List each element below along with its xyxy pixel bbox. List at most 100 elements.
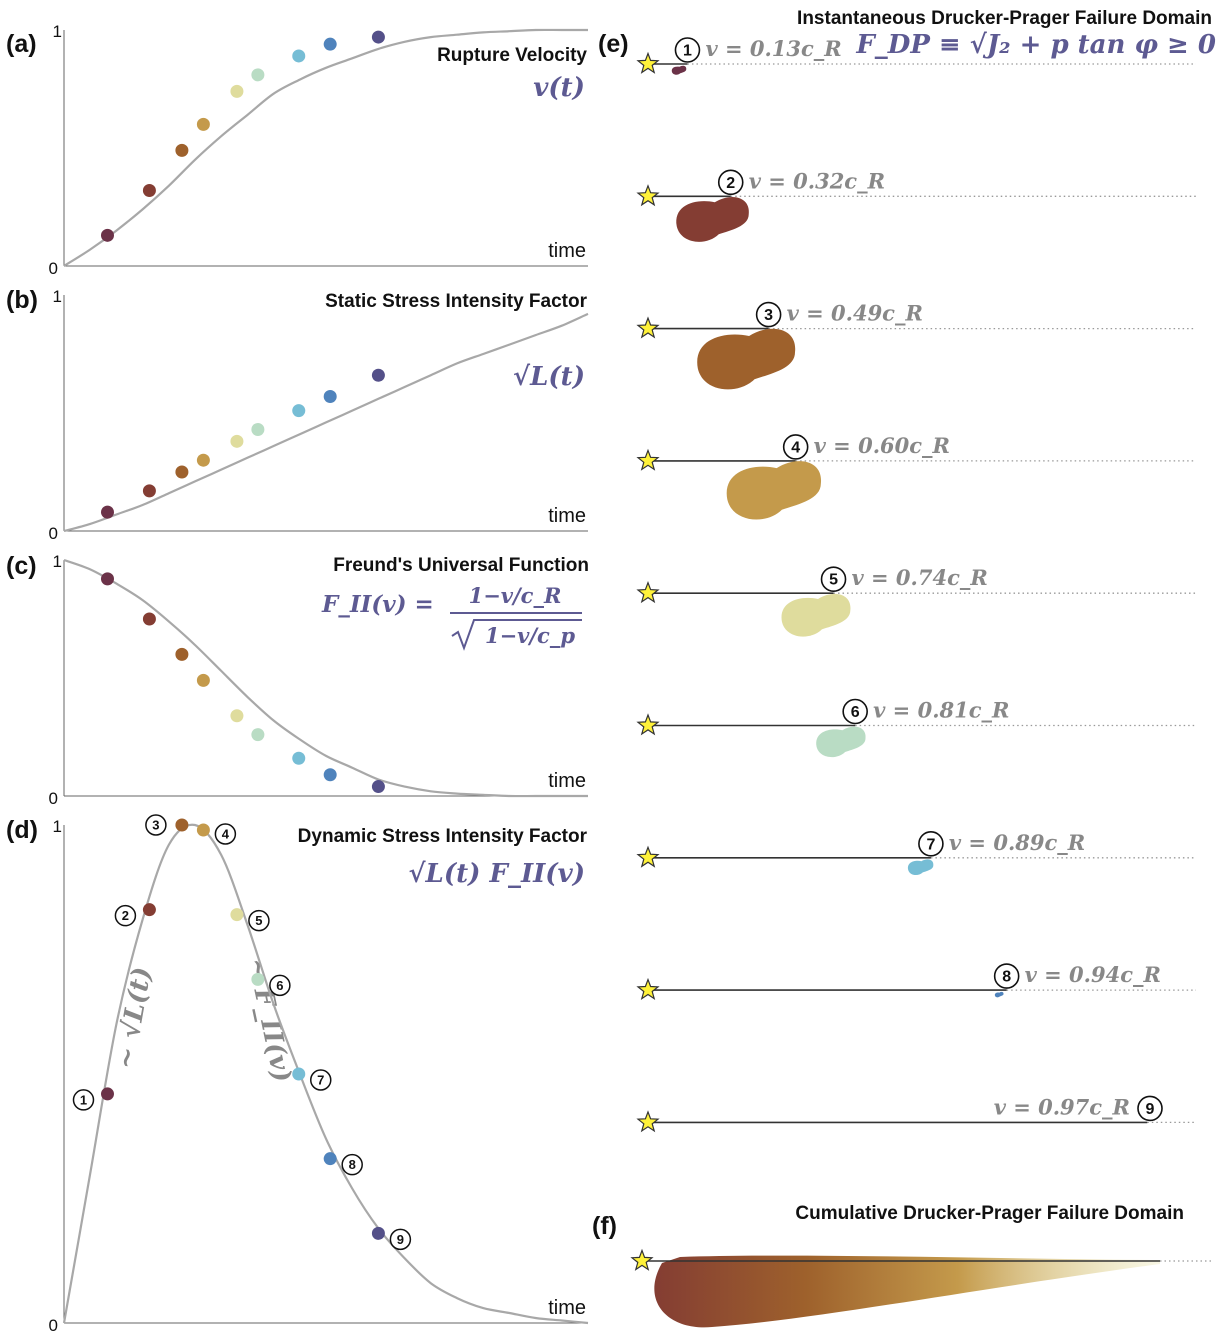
point-label: 2 bbox=[122, 908, 129, 923]
snapshot-badge bbox=[1137, 1095, 1163, 1122]
chart-panel-dynamic-sif: Dynamic Stress Intensity Factor √L(t) F_… bbox=[49, 814, 589, 1332]
x-axis-label: time bbox=[548, 1297, 586, 1319]
data-point bbox=[230, 84, 244, 98]
y-tick-label: 0 bbox=[49, 1316, 58, 1332]
panel-letter-d: (d) bbox=[6, 816, 38, 844]
velocity-label: v = 0.60c_R bbox=[814, 433, 950, 458]
snapshot-badge bbox=[842, 698, 868, 725]
series-line bbox=[63, 312, 589, 533]
failure-domain-blob bbox=[671, 65, 687, 75]
chart-title: Freund's Universal Function bbox=[333, 555, 589, 576]
point-badge bbox=[310, 1069, 332, 1091]
snapshot-label: 6 bbox=[851, 704, 860, 721]
data-point bbox=[175, 143, 189, 157]
snapshot-badge bbox=[755, 301, 782, 328]
chart-panel-static-sif: Static Stress Intensity Factor √L(t) 0 1 t… bbox=[49, 287, 589, 543]
snapshot-row: 7 v = 0.89c_R bbox=[636, 830, 1196, 876]
x-axis-label: time bbox=[548, 770, 586, 792]
data-point bbox=[371, 1226, 385, 1240]
chart-title: Dynamic Stress Intensity Factor bbox=[298, 826, 588, 847]
data-point bbox=[196, 453, 210, 467]
data-point bbox=[196, 823, 210, 837]
data-point bbox=[251, 423, 265, 437]
y-tick-label: 1 bbox=[53, 287, 62, 306]
y-tick-label: 1 bbox=[53, 817, 62, 836]
panel-cumulative-domain: Cumulative Drucker-Prager Failure Domain bbox=[630, 1203, 1212, 1328]
point-badge bbox=[341, 1153, 363, 1176]
snapshot-row: 2 v = 0.32c_R bbox=[636, 168, 1196, 242]
snapshot-row: 1 v = 0.13c_R bbox=[636, 36, 1196, 75]
formula: √L(t) F_II(v) bbox=[408, 859, 585, 889]
data-point bbox=[230, 908, 244, 922]
point-label: 8 bbox=[349, 1157, 356, 1172]
x-axis-label: time bbox=[548, 240, 586, 262]
snapshot-row: 6 v = 0.81c_R bbox=[636, 698, 1196, 758]
point-label: 4 bbox=[222, 826, 230, 841]
point-badge bbox=[114, 904, 137, 927]
panel-letter-b: (b) bbox=[6, 286, 38, 314]
chart-panel-freund-function: Freund's Universal Function F_II(v) = 1−… bbox=[49, 552, 589, 808]
velocity-label: v = 0.49c_R bbox=[787, 301, 923, 326]
velocity-label: v = 0.97c_R bbox=[994, 1094, 1130, 1119]
panel-title: Instantaneous Drucker-Prager Failure Dom… bbox=[797, 8, 1212, 29]
snapshot-label: 2 bbox=[726, 175, 735, 192]
data-point bbox=[175, 818, 189, 832]
panel-letter-a: (a) bbox=[6, 30, 37, 58]
snapshot-row: 5 v = 0.74c_R bbox=[636, 565, 1196, 637]
drucker-prager-formula: F_DP ≡ √J₂ + p tan φ ≥ 0 bbox=[855, 30, 1216, 60]
panel-letter-f: (f) bbox=[592, 1212, 617, 1240]
data-point bbox=[100, 228, 114, 242]
snapshot-badge bbox=[717, 169, 744, 196]
data-point bbox=[371, 368, 385, 382]
failure-domain-blob bbox=[726, 461, 822, 520]
velocity-label: v = 0.81c_R bbox=[873, 698, 1009, 723]
hypocenter-star-icon bbox=[636, 713, 660, 736]
data-point bbox=[196, 673, 210, 687]
formula-numerator: 1−v/c_R bbox=[469, 583, 562, 608]
data-point bbox=[196, 117, 210, 131]
point-label: 5 bbox=[255, 913, 262, 928]
formula: v(t) bbox=[533, 73, 585, 103]
snapshot-label: 1 bbox=[683, 43, 692, 60]
chart-title: Static Stress Intensity Factor bbox=[325, 291, 587, 312]
snapshot-row: 8 v = 0.94c_R bbox=[636, 962, 1196, 1000]
velocity-label: v = 0.89c_R bbox=[949, 830, 1085, 855]
hypocenter-star-icon bbox=[636, 448, 660, 471]
data-point bbox=[142, 612, 156, 626]
velocity-label: v = 0.32c_R bbox=[749, 168, 885, 193]
snapshot-badge bbox=[674, 37, 701, 63]
panel-instantaneous-domain: Instantaneous Drucker-Prager Failure Dom… bbox=[636, 8, 1216, 1133]
point-label: 1 bbox=[80, 1092, 87, 1107]
data-point bbox=[251, 728, 265, 742]
hypocenter-star-icon bbox=[636, 1110, 660, 1133]
point-badge bbox=[269, 974, 291, 997]
failure-domain-blob bbox=[907, 859, 934, 876]
data-point bbox=[292, 404, 306, 418]
failure-domain-blob bbox=[781, 593, 851, 637]
formula-denominator: 1−v/c_p bbox=[485, 623, 575, 648]
snapshot-label: 9 bbox=[1146, 1101, 1155, 1118]
data-point bbox=[100, 505, 114, 519]
data-point bbox=[251, 68, 265, 82]
snapshot-label: 5 bbox=[829, 572, 838, 589]
velocity-label: v = 0.74c_R bbox=[852, 565, 988, 590]
snapshot-label: 4 bbox=[791, 439, 800, 456]
data-point bbox=[175, 647, 189, 661]
point-badge bbox=[214, 823, 237, 845]
hypocenter-star-icon bbox=[636, 580, 660, 604]
chart-panel-rupture-velocity: Rupture Velocity v(t) 0 1 time bbox=[49, 22, 588, 278]
velocity-label: v = 0.94c_R bbox=[1025, 962, 1161, 987]
snapshot-row: 3 v = 0.49c_R bbox=[636, 301, 1196, 390]
data-point bbox=[323, 389, 337, 403]
hypocenter-star-icon bbox=[636, 51, 660, 74]
data-point bbox=[292, 1067, 306, 1081]
failure-domain-blob bbox=[816, 726, 866, 758]
snapshot-badge bbox=[993, 963, 1020, 989]
y-tick-label: 0 bbox=[49, 524, 58, 543]
point-badge bbox=[389, 1228, 412, 1251]
hypocenter-star-icon bbox=[636, 316, 660, 339]
x-axis-label: time bbox=[548, 505, 586, 527]
hypocenter-star-icon bbox=[636, 184, 660, 207]
snapshot-label: 7 bbox=[926, 836, 935, 853]
data-point bbox=[142, 183, 156, 197]
